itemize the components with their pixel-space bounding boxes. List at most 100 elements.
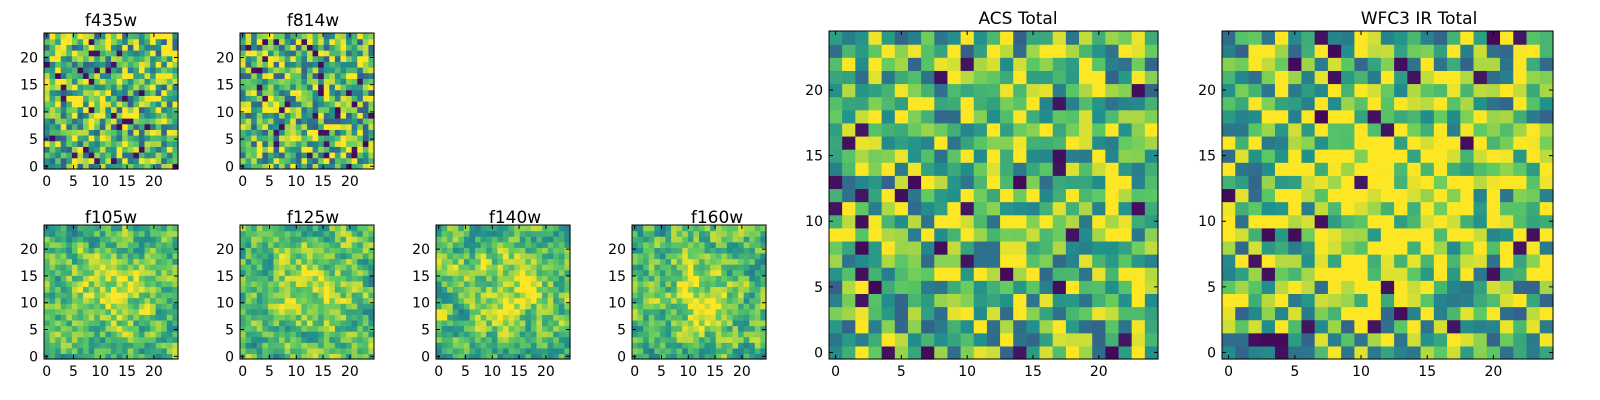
heatmap-cell — [921, 319, 935, 334]
heatmap-cell — [1248, 280, 1263, 294]
heatmap-cell — [116, 241, 123, 248]
heatmap-cell — [632, 292, 639, 299]
y-tick-label: 10 — [20, 105, 38, 121]
x-tick-label: 5 — [1290, 364, 1299, 380]
heatmap-cell — [1314, 44, 1329, 58]
heatmap-cell — [307, 84, 314, 91]
heatmap-cell — [1473, 109, 1488, 124]
heatmap-cell — [654, 286, 661, 293]
heatmap-cell — [986, 254, 1001, 268]
heatmap-cell — [514, 264, 521, 271]
heatmap-cell — [1261, 149, 1276, 163]
heatmap-cell — [262, 118, 269, 125]
heatmap-cell — [312, 101, 319, 108]
heatmap-cell — [1288, 240, 1303, 255]
heatmap-cell — [116, 84, 123, 91]
heatmap-cell — [245, 319, 252, 327]
heatmap-cell — [486, 264, 493, 271]
heatmap-cell — [144, 247, 151, 254]
heatmap-cell — [1118, 332, 1133, 347]
heatmap-cell — [99, 152, 107, 159]
y-tick-label: 20 — [20, 242, 38, 258]
heatmap-cell — [251, 140, 258, 147]
heatmap-cell — [973, 162, 988, 176]
heatmap-cell — [1235, 135, 1250, 150]
panel-title: f140w — [489, 208, 541, 228]
heatmap-cell — [1248, 44, 1263, 58]
heatmap-cell — [704, 342, 711, 349]
heatmap-cell — [307, 308, 314, 315]
heatmap-cell — [166, 67, 174, 74]
heatmap-cell — [340, 280, 347, 288]
heatmap-cell — [1248, 188, 1263, 203]
heatmap-cell — [743, 258, 750, 265]
heatmap-cell — [144, 95, 151, 102]
heatmap-cell — [519, 331, 526, 338]
heatmap-cell — [1274, 293, 1289, 308]
heatmap-cell — [1420, 306, 1435, 321]
heatmap-cell — [525, 236, 532, 243]
heatmap-cell — [323, 50, 330, 57]
heatmap-cell — [357, 258, 364, 265]
heatmap-cell — [715, 225, 722, 232]
heatmap-cell — [1341, 109, 1355, 124]
heatmap-cell — [262, 135, 269, 142]
heatmap-cell — [351, 67, 358, 74]
heatmap-cell — [491, 252, 499, 260]
heatmap-cell — [1394, 135, 1408, 150]
heatmap-cell — [318, 225, 325, 232]
heatmap-cell — [881, 188, 896, 203]
heatmap-cell — [301, 252, 308, 260]
heatmap-cell — [161, 67, 168, 74]
heatmap-cell — [362, 297, 370, 304]
heatmap-cell — [829, 31, 843, 45]
heatmap-cell — [329, 89, 336, 96]
heatmap-cell — [1367, 122, 1382, 137]
heatmap-cell — [340, 314, 347, 321]
heatmap-cell — [469, 292, 476, 299]
heatmap-cell — [1026, 96, 1041, 111]
heatmap-cell — [480, 252, 487, 260]
heatmap-cell — [262, 336, 269, 343]
heatmap-cell — [542, 308, 549, 315]
heatmap-cell — [973, 188, 988, 203]
heatmap-cell — [1039, 57, 1054, 71]
heatmap-cell — [312, 247, 319, 254]
heatmap-cell — [1222, 227, 1236, 242]
heatmap-cell — [1105, 293, 1120, 308]
heatmap-cell — [312, 314, 319, 321]
heatmap-cell — [1407, 319, 1422, 334]
heatmap-cell — [654, 314, 661, 321]
heatmap-cell — [463, 247, 471, 254]
heatmap-cell — [77, 336, 84, 343]
heatmap-cell — [267, 325, 275, 332]
heatmap-cell — [60, 67, 67, 74]
heatmap-cell — [66, 157, 73, 164]
heatmap-cell — [1486, 162, 1501, 176]
heatmap-cell — [1460, 83, 1475, 98]
heatmap-cell — [329, 101, 336, 108]
heatmap-cell — [760, 308, 767, 315]
heatmap-cell — [1092, 254, 1106, 268]
heatmap-cell — [279, 44, 286, 51]
heatmap-cell — [842, 267, 856, 281]
heatmap-cell — [251, 342, 258, 349]
heatmap-cell — [682, 292, 689, 299]
heatmap-cell — [340, 331, 347, 338]
heatmap-cell — [318, 319, 325, 327]
heatmap-cell — [267, 252, 275, 260]
heatmap-cell — [240, 258, 247, 265]
heatmap-cell — [66, 106, 73, 113]
heatmap-cell — [357, 152, 364, 159]
heatmap-cell — [721, 297, 728, 304]
heatmap-cell — [760, 252, 767, 260]
heatmap-cell — [49, 135, 56, 142]
heatmap-cell — [1486, 345, 1501, 360]
heatmap-cell — [704, 297, 711, 304]
heatmap-cell — [441, 264, 448, 271]
heatmap-cell — [267, 61, 275, 68]
heatmap-cell — [1447, 319, 1461, 334]
heatmap-cell — [469, 230, 476, 237]
heatmap-cell — [749, 247, 756, 254]
heatmap-cell — [1052, 109, 1067, 124]
